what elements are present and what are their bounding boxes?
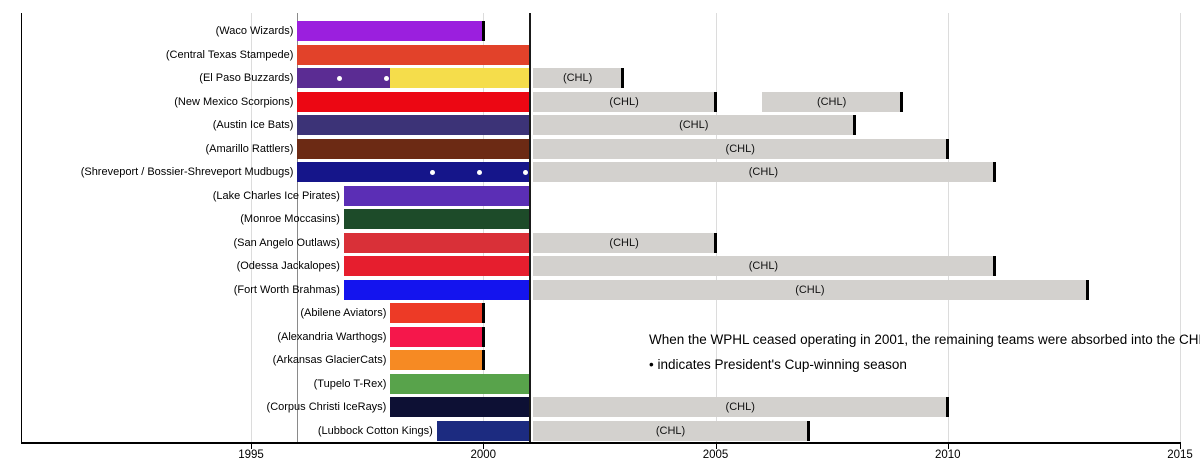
team-bar-segment (390, 397, 530, 417)
team-bar-segment (297, 44, 530, 65)
y-axis-spine (21, 13, 22, 442)
x-axis-spine (21, 442, 1181, 444)
x-gridline (715, 13, 717, 442)
x-axis-tick-label: 2000 (470, 449, 497, 461)
team-label: (Fort Worth Brahmas) (233, 283, 340, 296)
team-bar-segment (297, 115, 530, 135)
chl-bar: (CHL) (532, 279, 1088, 300)
x-axis-tick (1180, 444, 1181, 449)
team-bar-segment (390, 326, 484, 347)
team-label: (Shreveport / Bossier-Shreveport Mudbugs… (80, 166, 294, 178)
team-bar-segment (343, 209, 530, 229)
team-label: (Alexandria Warthogs) (277, 330, 387, 343)
annotation-merge-note: When the WPHL ceased operating in 2001, … (649, 332, 1200, 347)
x-axis-tick-label: 2005 (702, 449, 729, 461)
chl-bar: (CHL) (532, 138, 948, 159)
team-label: (Lubbock Cotton Kings) (317, 424, 433, 437)
bar-end-tick (946, 397, 950, 417)
team-bar-segment (297, 138, 530, 159)
x-axis-tick (715, 444, 717, 449)
team-bar-segment (390, 303, 484, 323)
x-gridline (947, 13, 949, 442)
bar-end-tick (1085, 279, 1089, 300)
presidents-cup-dot (383, 75, 389, 81)
chl-bar: (CHL) (532, 256, 995, 276)
bar-end-tick (481, 21, 485, 41)
bar-end-tick (992, 162, 996, 182)
team-label: (Abilene Aviators) (300, 307, 387, 319)
presidents-cup-dot (476, 169, 482, 175)
team-label: (New Mexico Scorpions) (174, 95, 294, 108)
bar-end-tick (621, 68, 625, 88)
team-label: (Corpus Christi IceRays) (266, 401, 387, 413)
presidents-cup-dot (523, 169, 529, 175)
x-axis-tick-label: 1995 (238, 449, 264, 461)
team-label: (Central Texas Stampede) (165, 48, 294, 61)
team-bar-segment (343, 279, 530, 300)
x-axis-tick-label: 2015 (1167, 449, 1193, 461)
team-bar-segment (343, 256, 530, 276)
team-label: (Lake Charles Ice Pirates) (212, 189, 340, 202)
wphl-start-line (297, 13, 299, 442)
team-label: (El Paso Buzzards) (199, 72, 294, 84)
team-label: (Waco Wizards) (215, 25, 294, 37)
x-axis-tick-label: 2010 (934, 449, 961, 461)
team-label: (San Angelo Outlaws) (233, 236, 340, 249)
team-bar-segment (297, 68, 391, 88)
team-label: (Tupelo T-Rex) (313, 377, 387, 390)
presidents-cup-dot (430, 169, 436, 175)
team-label: (Odessa Jackalopes) (236, 260, 340, 272)
team-bar-segment (436, 420, 530, 441)
bar-end-tick (481, 326, 485, 347)
team-bar-segment (297, 162, 530, 182)
team-bar-segment (297, 21, 484, 41)
chl-bar: (CHL) (532, 115, 855, 135)
bar-end-tick (714, 91, 717, 112)
team-bar-segment (343, 232, 530, 253)
chl-bar: (CHL) (532, 91, 716, 112)
team-bar-segment (390, 350, 484, 370)
bar-end-tick (714, 232, 717, 253)
chl-bar: (CHL) (532, 162, 995, 182)
chl-bar: (CHL) (532, 68, 623, 88)
bar-end-tick (481, 303, 485, 323)
chl-bar: (CHL) (532, 420, 809, 441)
wphl-end-line (528, 13, 531, 442)
team-label: (Amarillo Rattlers) (205, 142, 294, 155)
bar-end-tick (806, 420, 810, 441)
team-bar-segment (297, 91, 530, 112)
team-bar-segment (343, 185, 530, 206)
bar-end-tick (992, 256, 996, 276)
chl-bar: (CHL) (532, 232, 716, 253)
x-axis-tick (947, 444, 949, 449)
x-gridline (251, 13, 252, 442)
bar-end-tick (899, 91, 903, 112)
team-label: (Austin Ice Bats) (212, 119, 294, 131)
bar-end-tick (481, 350, 485, 370)
team-bar-segment (390, 373, 530, 394)
presidents-cup-dot (337, 75, 343, 81)
annotation-cup-note: • indicates President's Cup-winning seas… (649, 357, 907, 372)
x-axis-tick (251, 444, 252, 449)
bar-end-tick (946, 138, 950, 159)
bar-end-tick (853, 115, 857, 135)
team-label: (Monroe Moccasins) (240, 213, 340, 225)
team-label: (Arkansas GlacierCats) (272, 354, 387, 366)
x-axis-tick (483, 444, 485, 449)
chl-bar: (CHL) (761, 91, 902, 112)
x-gridline (1180, 13, 1181, 442)
team-bar-segment (390, 68, 530, 88)
chl-bar: (CHL) (532, 397, 948, 417)
